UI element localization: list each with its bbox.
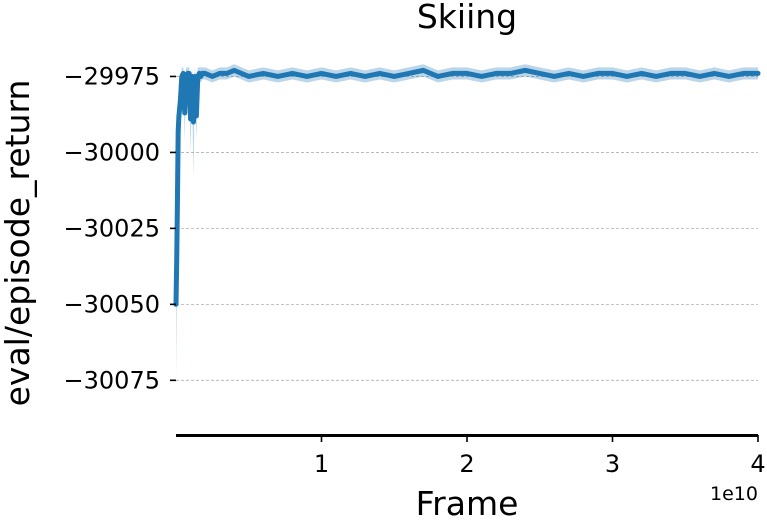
chart-title: Skiing — [417, 0, 517, 36]
series-band — [176, 64, 758, 381]
y-tick-label: −30025 — [64, 214, 160, 242]
x-axis-ticks: 1 2 3 4 — [314, 435, 766, 478]
series-line — [173, 67, 761, 307]
x-tick-label: 3 — [605, 450, 620, 478]
x-tick-label: 1 — [314, 450, 329, 478]
y-tick-label: −30000 — [64, 138, 160, 166]
y-axis-ticks: −29975 −30000 −30025 −30050 −30075 — [64, 62, 176, 394]
y-axis-label: eval/episode_return — [0, 80, 37, 407]
y-tick-label: −29975 — [64, 62, 160, 90]
x-axis-label: Frame — [416, 484, 519, 523]
y-tick-label: −30075 — [64, 366, 160, 394]
confidence-band — [176, 64, 758, 381]
x-axis-exponent-label: 1e10 — [710, 483, 758, 505]
series-line-group — [173, 67, 761, 307]
x-tick-label: 4 — [750, 450, 765, 478]
y-tick-label: −30050 — [64, 290, 160, 318]
gridlines — [176, 76, 758, 381]
x-tick-label: 2 — [459, 450, 474, 478]
